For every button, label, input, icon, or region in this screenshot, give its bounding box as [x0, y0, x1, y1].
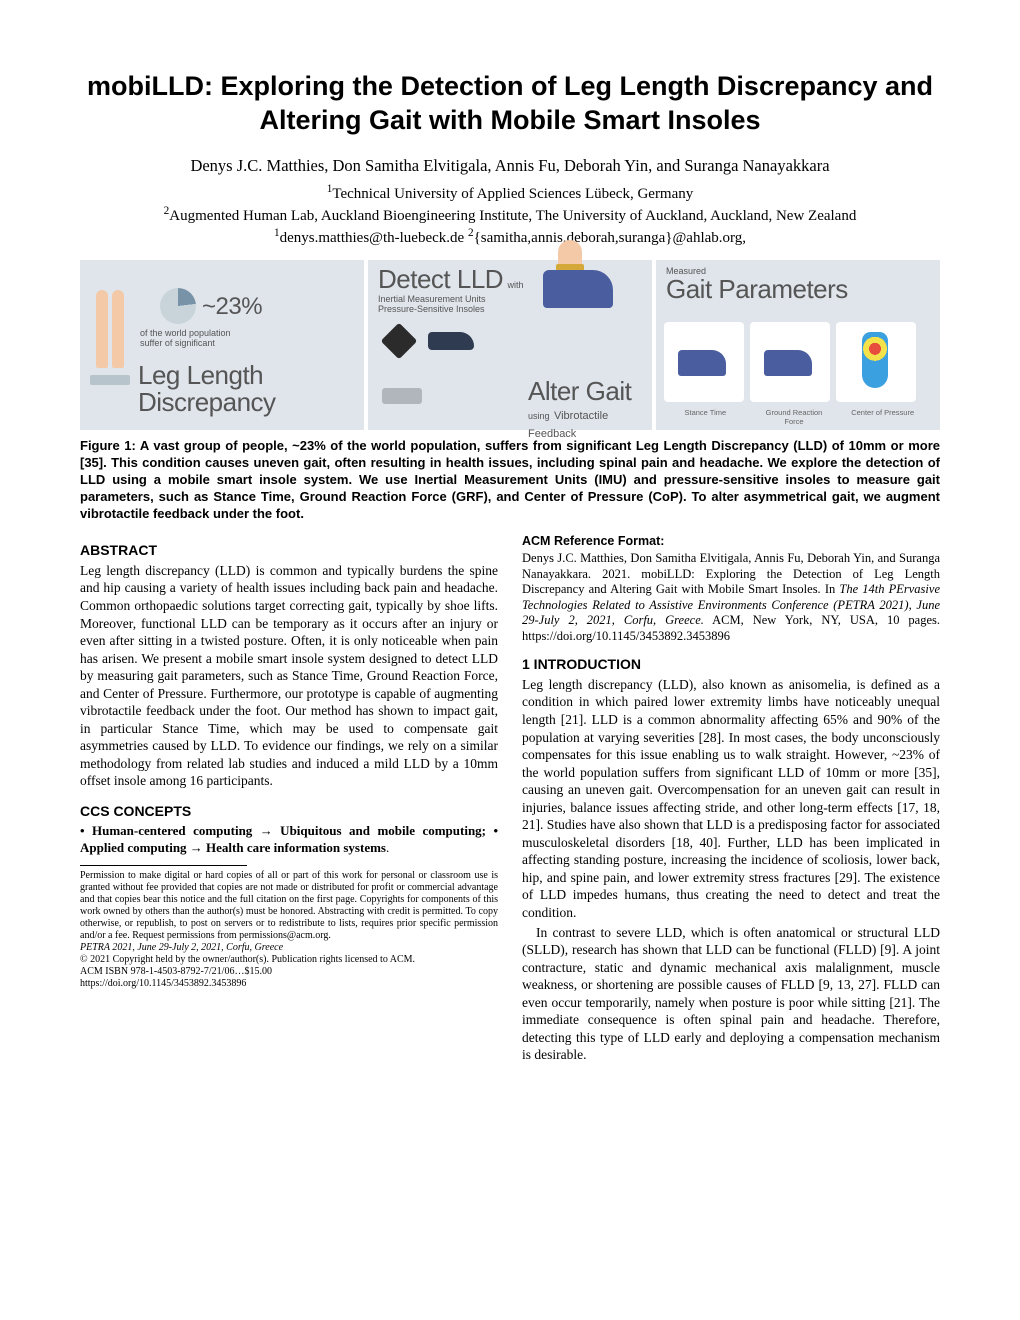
alter-gait: Alter Gait	[528, 376, 631, 406]
figure-panel-1: ~23% of the world population suffer of s…	[80, 260, 364, 430]
insole-line: Pressure-Sensitive Insoles	[378, 304, 524, 314]
gait-labels: Stance Time Ground ReactionForce Center …	[664, 408, 924, 426]
abstract-heading: ABSTRACT	[80, 541, 498, 559]
figure-1: ~23% of the world population suffer of s…	[80, 260, 940, 430]
p1-sub1: of the world population	[140, 328, 231, 338]
emails: denys.matthies@th-luebeck.de	[280, 230, 468, 246]
right-column: ACM Reference Format: Denys J.C. Matthie…	[522, 533, 940, 1066]
ccs-heading: CCS CONCEPTS	[80, 802, 498, 820]
paper-title: mobiLLD: Exploring the Detection of Leg …	[80, 70, 940, 138]
p1-big1: Leg Length	[138, 362, 276, 389]
using-label: using	[528, 411, 550, 421]
affil-2: Augmented Human Lab, Auckland Bioenginee…	[169, 208, 856, 224]
affil-1: Technical University of Applied Sciences…	[332, 186, 693, 202]
label-cop: Center of Pressure	[841, 408, 924, 426]
imu-line: Inertial Measurement Units	[378, 294, 524, 304]
gait-params: Gait Parameters	[666, 276, 848, 303]
permission-rule	[80, 865, 247, 866]
card-grf	[750, 322, 830, 402]
insole-icon	[428, 332, 474, 350]
stat-23: ~23%	[160, 288, 262, 324]
stat-23-text: ~23%	[202, 294, 262, 319]
venue-text: PETRA 2021, June 29-July 2, 2021, Corfu,…	[80, 942, 283, 953]
copyright-text: © 2021 Copyright held by the owner/autho…	[80, 954, 415, 965]
detect-lld: Detect LLD	[378, 264, 503, 294]
shoe-icon	[543, 270, 613, 308]
legs-icon	[90, 290, 130, 385]
p1-big2: Discrepancy	[138, 389, 276, 416]
authors-line: Denys J.C. Matthies, Don Samitha Elvitig…	[80, 156, 940, 176]
body-columns: ABSTRACT Leg length discrepancy (LLD) is…	[80, 533, 940, 1066]
imu-icon	[381, 323, 418, 360]
p1-sub2: suffer of significant	[140, 338, 231, 348]
left-column: ABSTRACT Leg length discrepancy (LLD) is…	[80, 533, 498, 1066]
doi-text: https://doi.org/10.1145/3453892.3453896	[80, 978, 246, 989]
card-stance	[664, 322, 744, 402]
intro-p1: Leg length discrepancy (LLD), also known…	[522, 676, 940, 922]
label-grf: Ground ReactionForce	[753, 408, 836, 426]
intro-heading: 1 INTRODUCTION	[522, 655, 940, 673]
ccs-text: • Human-centered computing → Ubiquitous …	[80, 823, 498, 857]
pie-icon	[160, 288, 196, 324]
permission-text: Permission to make digital or hard copie…	[80, 870, 498, 941]
ref-format-heading: ACM Reference Format:	[522, 533, 940, 549]
card-cop	[836, 322, 916, 402]
abstract-text: Leg length discrepancy (LLD) is common a…	[80, 562, 498, 790]
figure-panel-3: Measured Gait Parameters Stance Time Gro…	[656, 260, 940, 430]
with-label: with	[508, 280, 524, 290]
chip-icon	[382, 388, 422, 404]
figure-caption: Figure 1: A vast group of people, ~23% o…	[80, 438, 940, 522]
affiliations: 1Technical University of Applied Science…	[80, 182, 940, 249]
figure-panel-2: Detect LLD with Inertial Measurement Uni…	[368, 260, 652, 430]
label-stance: Stance Time	[664, 408, 747, 426]
permission-block: Permission to make digital or hard copie…	[80, 870, 498, 990]
gait-cards	[664, 322, 916, 402]
isbn-text: ACM ISBN 978-1-4503-8792-7/21/06…$15.00	[80, 966, 272, 977]
emails2: {samitha,annis,deborah,suranga}@ahlab.or…	[474, 230, 746, 246]
intro-p2: In contrast to severe LLD, which is ofte…	[522, 924, 940, 1064]
ref-format-text: Denys J.C. Matthies, Don Samitha Elvitig…	[522, 551, 940, 645]
